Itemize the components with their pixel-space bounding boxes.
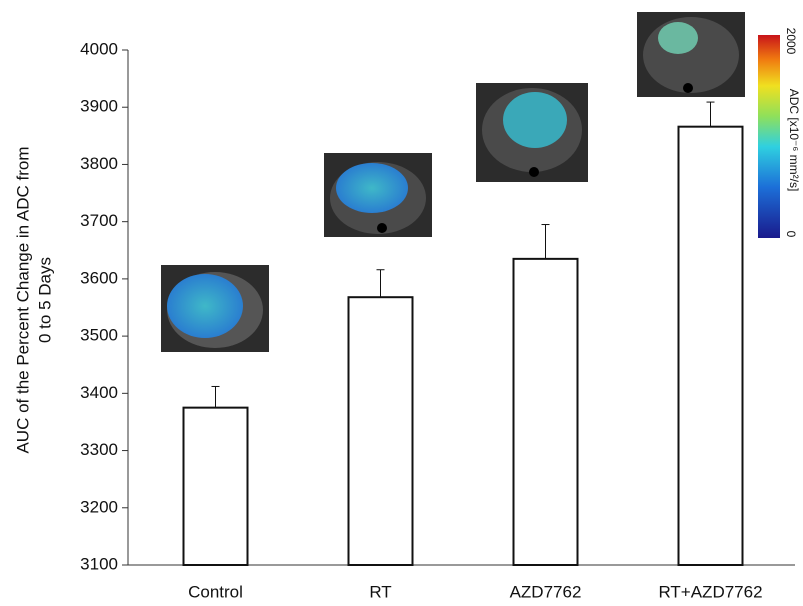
y-axis-label: 0 to 5 Days — [35, 257, 54, 343]
bar — [349, 297, 413, 565]
y-tick-label: 3200 — [80, 497, 118, 516]
x-tick-label: Control — [188, 582, 243, 601]
colorbar-tick-label: 2000 — [784, 28, 798, 55]
y-tick-label: 3700 — [80, 211, 118, 230]
mri-image — [476, 83, 588, 182]
colorbar — [758, 35, 780, 238]
mri-image — [161, 265, 269, 352]
y-tick-label: 3900 — [80, 97, 118, 116]
y-tick-label: 3400 — [80, 383, 118, 402]
bar — [514, 259, 578, 565]
bar — [184, 408, 248, 565]
y-tick-label: 3500 — [80, 326, 118, 345]
colorbar-label: ADC [x10⁻⁶ mm²/s] — [787, 89, 801, 192]
colorbar-tick-label: 0 — [784, 231, 798, 238]
x-tick-label: RT+AZD7762 — [658, 582, 762, 601]
y-tick-label: 3600 — [80, 268, 118, 287]
y-tick-label: 3800 — [80, 154, 118, 173]
mri-image — [637, 12, 745, 97]
x-tick-label: AZD7762 — [510, 582, 582, 601]
bar — [679, 127, 743, 565]
y-tick-label: 3300 — [80, 440, 118, 459]
chart: 3100 3200 3300 3400 3500 3600 3700 3800 3900 4000… — [0, 0, 803, 606]
y-tick-label: 4000 — [80, 39, 118, 58]
y-tick-label: 3100 — [80, 554, 118, 573]
mri-image — [324, 153, 432, 237]
x-tick-label: RT — [369, 582, 391, 601]
y-axis-label: AUC of the Percent Change in ADC from — [13, 146, 32, 453]
